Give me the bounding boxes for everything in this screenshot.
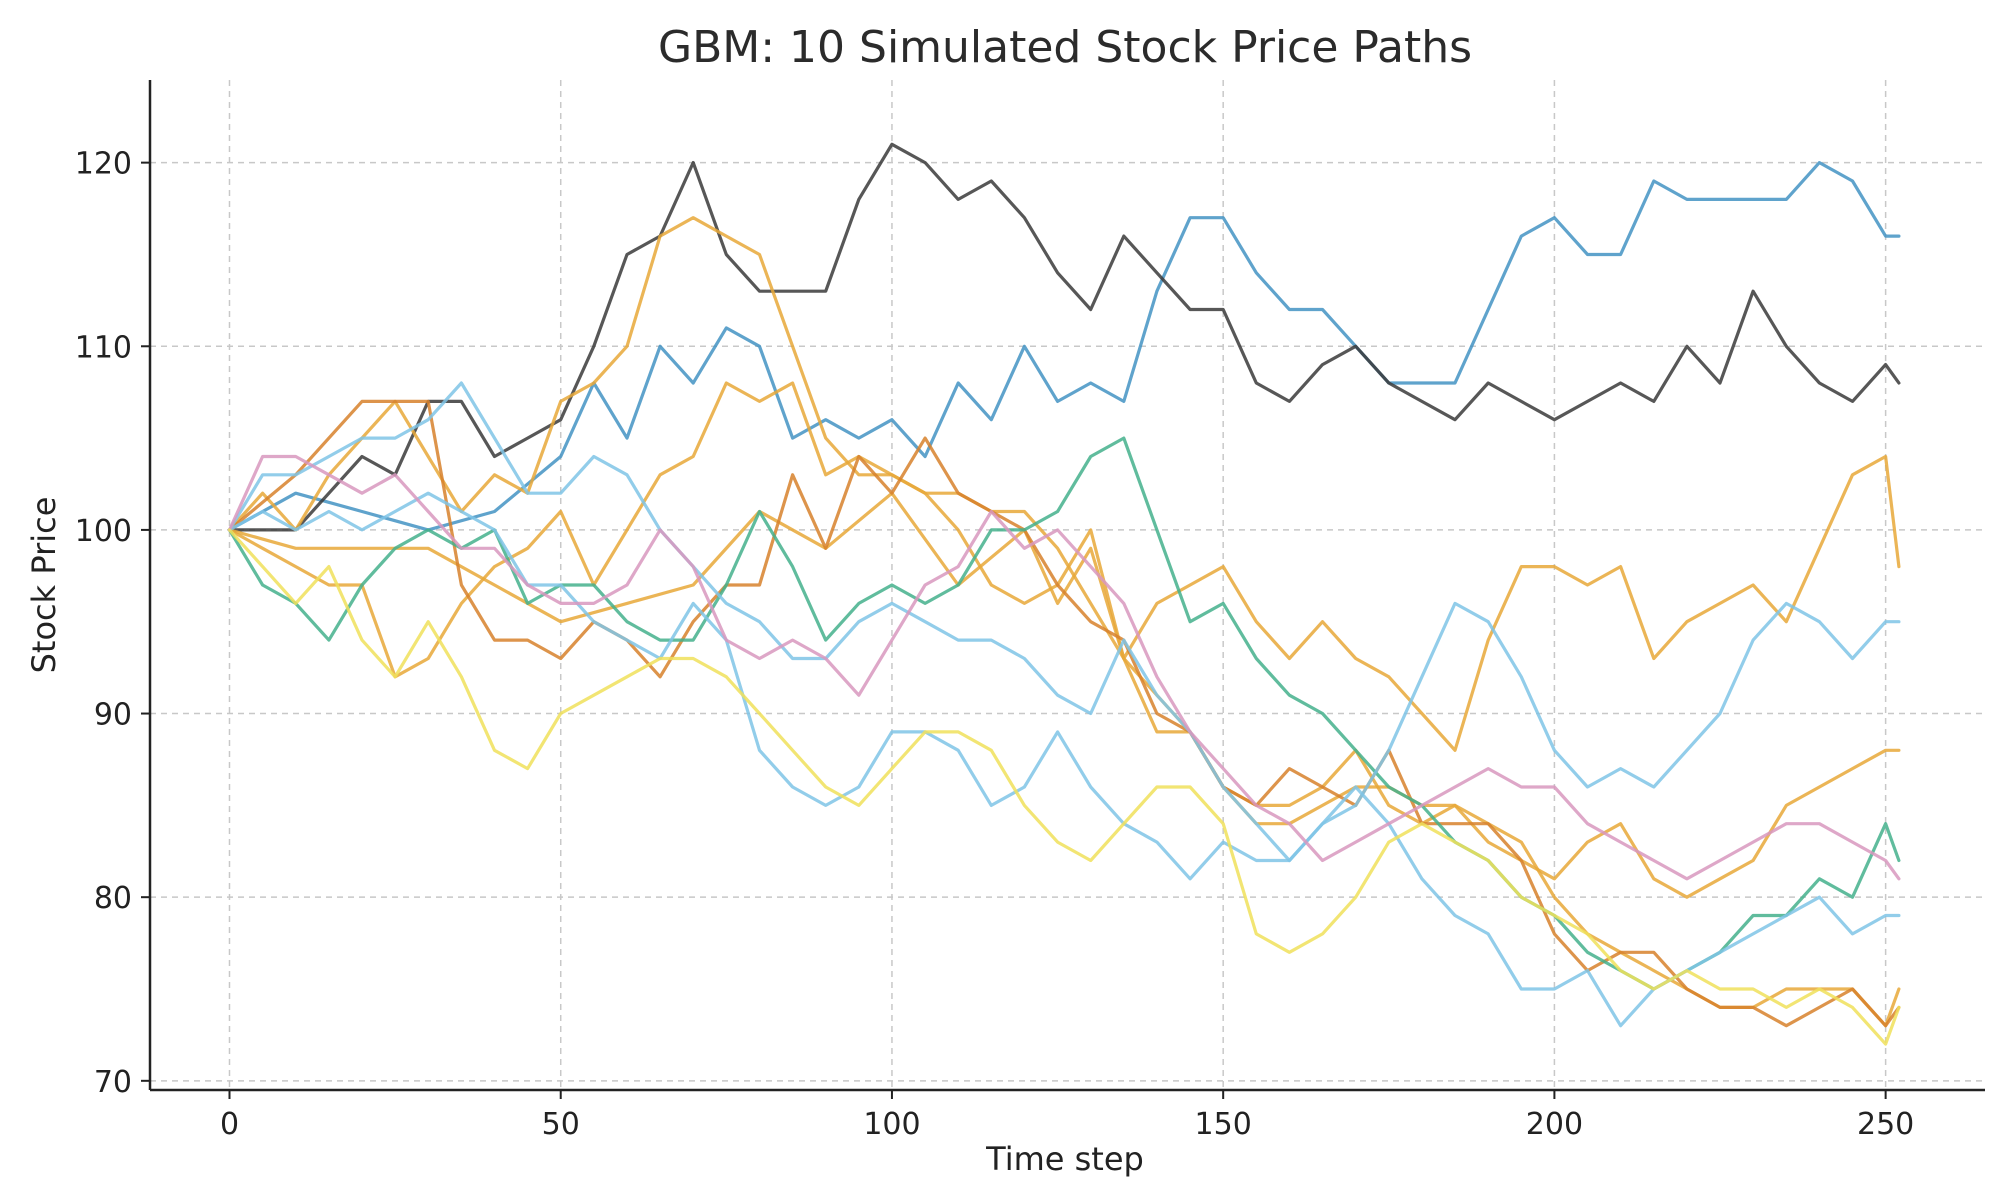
x-axis-label: Time step (985, 1140, 1144, 1178)
series-line-8 (227, 381, 1901, 863)
y-tick-label: 80 (94, 881, 132, 916)
axes (148, 80, 1985, 1092)
y-tick-label: 100 (75, 514, 132, 549)
series-line-9 (227, 491, 1901, 1028)
x-tick-label: 0 (220, 1107, 239, 1142)
y-tick-label: 90 (94, 698, 132, 733)
series-line-1 (227, 161, 1901, 532)
grid (150, 80, 1985, 1090)
series-line-5 (227, 491, 1901, 899)
y-tick-label: 120 (75, 147, 132, 182)
series-line-10 (227, 454, 1901, 881)
x-tick-label: 250 (1857, 1107, 1914, 1142)
y-tick-label: 110 (75, 330, 132, 365)
series-line-11 (227, 528, 1901, 1046)
y-tick-label: 70 (94, 1065, 132, 1100)
series-line-2 (227, 142, 1901, 532)
series-lines (227, 142, 1901, 1046)
y-axis-label: Stock Price (25, 497, 63, 674)
chart-title: GBM: 10 Simulated Stock Price Paths (658, 22, 1472, 73)
x-tick-label: 150 (1195, 1107, 1252, 1142)
x-tick-label: 100 (863, 1107, 920, 1142)
x-tick-label: 200 (1526, 1107, 1583, 1142)
ticks: 0 50 100 150 200 250 70 80 90 100 110 120 (75, 147, 1915, 1142)
x-tick-label: 50 (542, 1107, 580, 1142)
